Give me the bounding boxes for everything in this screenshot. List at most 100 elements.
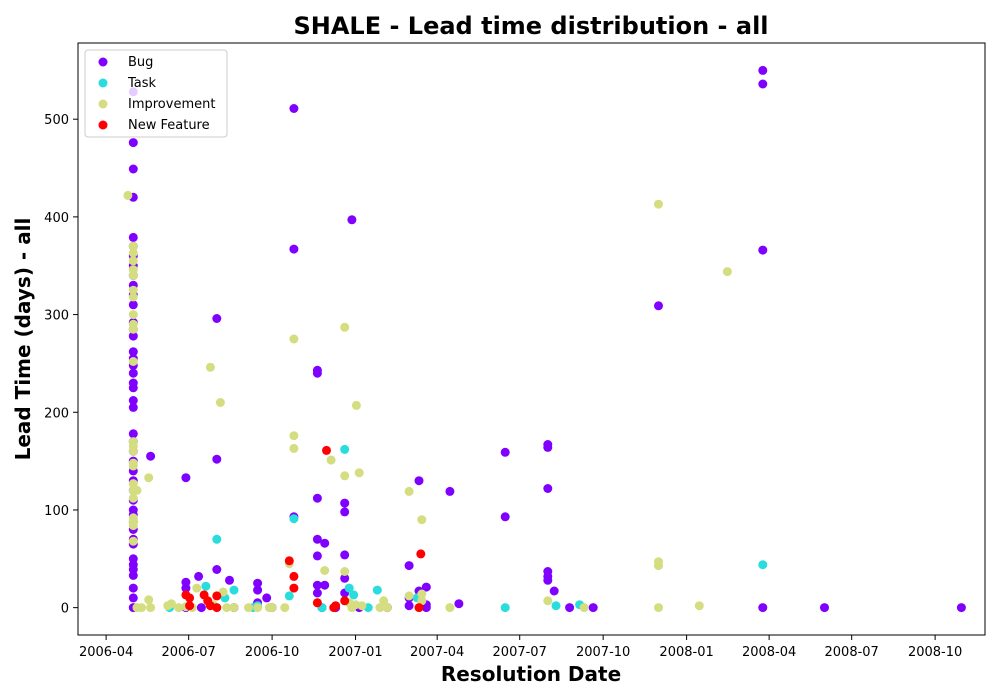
chart-title: SHALE - Lead time distribution - all <box>293 12 768 40</box>
point-new-feature <box>185 601 195 611</box>
point-improvement <box>340 471 350 481</box>
legend-marker-new-feature <box>98 120 108 130</box>
point-bug <box>454 599 464 609</box>
point-bug <box>225 575 234 585</box>
legend-label-bug: Bug <box>128 55 153 70</box>
point-bug <box>320 538 330 548</box>
point-bug <box>128 383 138 393</box>
point-bug <box>212 454 222 464</box>
point-improvement <box>132 485 142 495</box>
point-bug <box>549 586 559 596</box>
point-improvement <box>128 310 138 320</box>
point-bug <box>128 570 138 580</box>
point-improvement <box>354 468 364 478</box>
point-improvement <box>215 398 225 407</box>
point-bug <box>588 603 598 613</box>
point-bug <box>128 402 138 412</box>
x-tick-label: 2006-07 <box>161 645 215 660</box>
point-bug <box>312 368 322 378</box>
point-bug <box>543 442 553 452</box>
point-improvement <box>404 486 414 496</box>
point-improvement <box>144 595 154 605</box>
point-bug <box>956 603 966 613</box>
point-improvement <box>267 603 277 613</box>
point-improvement <box>654 603 663 613</box>
point-task <box>500 603 510 613</box>
point-task <box>229 585 239 595</box>
point-bug <box>128 164 138 174</box>
point-improvement <box>289 431 299 441</box>
point-improvement <box>543 596 553 606</box>
point-bug <box>340 550 350 560</box>
point-improvement <box>579 603 589 613</box>
point-improvement <box>229 603 239 613</box>
point-new-feature <box>284 556 294 566</box>
legend-marker-task <box>98 78 108 88</box>
point-improvement <box>694 601 704 611</box>
point-bug <box>312 580 322 590</box>
point-bug <box>128 138 138 148</box>
point-bug <box>421 603 431 613</box>
point-bug <box>500 512 510 522</box>
point-task <box>201 581 211 591</box>
plot-frame <box>77 42 986 636</box>
point-bug <box>289 104 299 113</box>
point-improvement <box>174 603 184 613</box>
y-tick-label: 0 <box>61 602 69 617</box>
x-tick-label: 2007-01 <box>328 645 382 660</box>
point-bug <box>654 301 663 311</box>
plot-points <box>123 65 966 613</box>
point-new-feature <box>289 571 299 581</box>
point-bug <box>340 498 350 508</box>
point-bug <box>128 429 138 439</box>
point-improvement <box>166 599 176 609</box>
point-bug <box>196 603 206 613</box>
point-bug <box>820 603 829 613</box>
x-tick-label: 2008-07 <box>825 645 879 660</box>
point-improvement <box>289 334 299 344</box>
y-tick-label: 500 <box>44 113 69 128</box>
point-new-feature <box>340 596 350 606</box>
series-bug <box>128 65 966 613</box>
point-bug <box>421 582 431 592</box>
point-bug <box>404 561 414 571</box>
legend-label-new-feature: New Feature <box>128 118 210 133</box>
y-tick-label: 200 <box>44 406 69 421</box>
point-bug <box>758 79 768 89</box>
point-task <box>349 590 359 600</box>
point-bug <box>404 601 414 611</box>
point-improvement <box>280 603 290 613</box>
legend: Bug Task Improvement New Feature <box>84 49 228 138</box>
x-tick-label: 2008-10 <box>908 645 962 660</box>
point-improvement <box>128 493 138 503</box>
point-improvement <box>357 601 367 611</box>
point-improvement <box>128 324 138 334</box>
point-task <box>372 585 382 595</box>
point-improvement <box>128 446 138 456</box>
point-improvement <box>128 241 138 251</box>
point-improvement <box>417 596 427 606</box>
point-new-feature <box>312 598 322 608</box>
point-improvement <box>123 190 133 200</box>
x-tick-label: 2007-07 <box>493 645 547 660</box>
point-bug <box>146 451 156 461</box>
point-bug <box>312 551 322 561</box>
point-new-feature <box>212 603 222 613</box>
point-improvement <box>128 357 138 366</box>
series-new-feature <box>181 445 426 613</box>
point-bug <box>543 484 553 493</box>
point-bug <box>758 65 768 75</box>
point-improvement <box>128 536 138 546</box>
point-new-feature <box>289 583 299 593</box>
point-improvement <box>340 567 350 576</box>
y-axis-label: Lead Time (days) - all <box>11 218 35 461</box>
point-task <box>289 514 299 524</box>
x-tick-label: 2007-10 <box>576 645 630 660</box>
x-axis-label: Resolution Date <box>441 662 621 686</box>
point-improvement <box>146 603 156 613</box>
point-task <box>758 560 768 570</box>
point-bug <box>128 232 138 242</box>
point-new-feature <box>185 593 195 603</box>
point-task <box>340 444 350 454</box>
